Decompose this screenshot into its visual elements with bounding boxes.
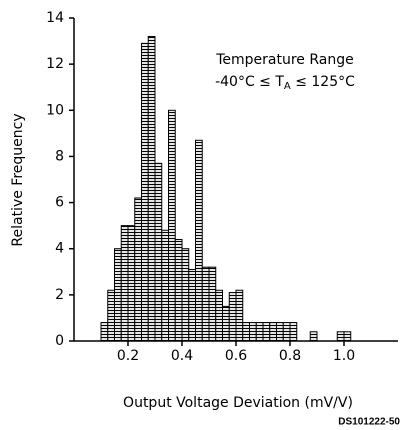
bar (289, 322, 298, 342)
x-tick-label: 1.0 (333, 348, 355, 364)
bar (255, 322, 264, 342)
y-tick-label: 14 (46, 10, 64, 26)
annotation: Temperature Range (215, 52, 354, 68)
annotation: ≤ 125°C (291, 74, 355, 90)
annotation: -40°C ≤ T (215, 74, 284, 90)
footer: DS101222-50 (338, 417, 400, 428)
bar (174, 238, 183, 342)
x-tick-label: 0.4 (171, 348, 193, 364)
bar (127, 225, 136, 342)
bar (114, 248, 122, 342)
bar (228, 292, 237, 342)
bar (235, 289, 244, 342)
y-tick-label: 6 (55, 195, 64, 211)
bar (249, 322, 257, 342)
bar (107, 289, 115, 342)
bar (201, 266, 210, 342)
bar (282, 322, 291, 342)
bar (100, 322, 109, 342)
x-tick-label: 0.6 (225, 348, 247, 364)
bar (141, 42, 149, 342)
y-tick-label: 12 (46, 56, 64, 72)
x-tick-label: 0.8 (279, 348, 301, 364)
y-tick-label: 4 (55, 241, 64, 257)
y-tick-label: 0 (55, 333, 64, 349)
bar (181, 248, 190, 342)
bar (269, 322, 277, 342)
y-tick-label: 8 (55, 148, 64, 164)
bar (188, 268, 196, 342)
annotation-subscript: A (284, 81, 291, 92)
bar (195, 139, 203, 342)
bar (343, 331, 352, 342)
bar (215, 289, 223, 342)
bar (134, 197, 142, 342)
y-axis-label: Relative Frequency (10, 113, 26, 246)
bar (336, 331, 345, 342)
x-axis-label: Output Voltage Deviation (mV/V) (123, 395, 353, 411)
x-tick-label: 0.2 (117, 348, 139, 364)
bar (161, 229, 169, 342)
annotation: -40°C ≤ TA ≤ 125°C (215, 74, 355, 92)
bar (154, 162, 163, 342)
y-tick-label: 2 (55, 287, 64, 303)
bar (168, 109, 176, 342)
bar (262, 322, 271, 342)
bar (276, 322, 284, 342)
bar (309, 331, 318, 342)
bar (120, 225, 129, 342)
bar (242, 322, 250, 342)
bar (147, 35, 156, 342)
y-tick-label: 10 (46, 102, 64, 118)
bar (222, 305, 230, 342)
bar (208, 266, 217, 342)
